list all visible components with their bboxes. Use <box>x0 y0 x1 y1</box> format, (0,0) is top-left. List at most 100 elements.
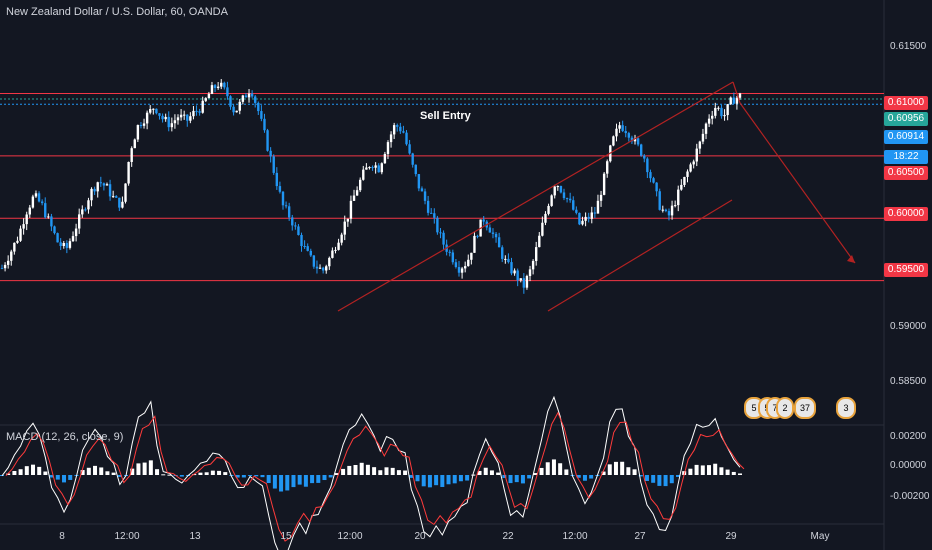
candle-body-35 <box>108 184 112 197</box>
candle-body-86 <box>266 130 269 151</box>
macd-hist-106 <box>657 475 662 486</box>
macd-hist-91 <box>564 469 569 475</box>
x-tick-13: 13 <box>189 531 201 542</box>
candle-body-81 <box>250 93 254 97</box>
peak-line <box>732 81 741 104</box>
candle-body-8 <box>25 214 28 225</box>
candle-body-59 <box>182 114 186 116</box>
candle-body-74 <box>229 96 232 107</box>
macd-hist-55 <box>341 468 346 475</box>
event-marker-6[interactable]: 3 <box>836 397 856 419</box>
candle-body-20 <box>62 242 65 247</box>
price-tag-0.61000: 0.61000 <box>884 96 928 110</box>
candle-body-199 <box>615 128 618 137</box>
candle-body-10 <box>31 196 35 208</box>
candle-body-38 <box>118 197 121 208</box>
macd-hist-61 <box>378 470 383 475</box>
candle-body-116 <box>358 179 362 191</box>
candle-body-2 <box>6 260 10 265</box>
macd-hist-5 <box>31 464 36 475</box>
macd-hist-108 <box>669 475 674 484</box>
candle-body-76 <box>235 110 238 113</box>
candle-body-132 <box>408 144 411 154</box>
candle-body-237 <box>732 97 736 104</box>
candle-body-124 <box>383 153 387 164</box>
candle-body-188 <box>581 220 584 225</box>
candle-body-198 <box>612 136 615 146</box>
macd-hist-86 <box>533 473 538 475</box>
candle-body-207 <box>639 144 643 156</box>
macd-hist-6 <box>37 466 42 475</box>
candle-body-231 <box>714 107 717 116</box>
candle-body-97 <box>300 234 303 247</box>
candle-body-13 <box>40 201 44 204</box>
candle-body-112 <box>346 218 350 222</box>
x-tick-15: 15 <box>280 531 292 542</box>
candle-body-32 <box>99 182 103 184</box>
x-tick-1200-b: 12:00 <box>337 531 363 542</box>
candle-body-117 <box>362 169 365 180</box>
macd-hist-101 <box>626 467 631 475</box>
macd-hist-34 <box>210 470 215 475</box>
macd-hist-93 <box>576 475 581 478</box>
candle-body-177 <box>547 205 550 214</box>
macd-hist-50 <box>310 475 315 484</box>
candle-body-149 <box>460 268 464 273</box>
candle-body-176 <box>544 213 547 223</box>
candle-body-5 <box>16 240 19 243</box>
macd-hist-71 <box>440 475 445 487</box>
macd-title: MACD (12, 26, close, 9) <box>6 431 124 443</box>
channel-lower-line <box>547 199 733 312</box>
macd-hist-105 <box>651 475 656 483</box>
candle-body-89 <box>275 172 279 187</box>
candle-body-139 <box>430 212 433 214</box>
candle-body-160 <box>494 233 498 238</box>
candle-body-69 <box>213 85 217 88</box>
candle-body-173 <box>535 247 538 261</box>
candle-body-215 <box>664 209 668 212</box>
candle-body-36 <box>111 196 115 198</box>
candle-body-126 <box>389 134 393 143</box>
candle-body-130 <box>402 131 405 133</box>
candle-body-27 <box>84 209 87 211</box>
macd-hist-24 <box>148 460 153 475</box>
macd-hist-38 <box>235 475 240 478</box>
macd-hist-104 <box>644 475 649 481</box>
candle-body-37 <box>115 196 118 198</box>
candle-body-159 <box>491 232 495 234</box>
candle-body-148 <box>457 267 461 273</box>
candle-body-95 <box>294 225 297 227</box>
candle-body-78 <box>241 95 245 102</box>
event-marker-4[interactable]: 2 <box>776 397 794 419</box>
macd-tick-pos: 0.00200 <box>890 431 927 442</box>
candle-body-60 <box>186 114 189 121</box>
candle-body-29 <box>90 188 93 201</box>
event-marker-5[interactable]: 37 <box>794 397 816 419</box>
macd-hist-99 <box>613 461 618 475</box>
macd-hist-22 <box>136 463 141 475</box>
candle-body-115 <box>355 190 359 196</box>
candle-body-216 <box>667 211 671 216</box>
macd-hist-42 <box>260 475 265 478</box>
candle-body-202 <box>624 131 627 134</box>
candle-body-9 <box>28 207 31 215</box>
candle-body-227 <box>701 133 705 142</box>
candle-body-121 <box>374 165 377 168</box>
candle-body-233 <box>720 107 723 117</box>
candle-body-174 <box>538 235 541 248</box>
candle-body-136 <box>420 188 424 192</box>
candle-body-235 <box>726 104 729 116</box>
candle-body-193 <box>596 200 600 214</box>
macd-hist-39 <box>241 475 246 478</box>
candle-body-184 <box>568 198 572 201</box>
candle-body-28 <box>87 200 90 210</box>
candle-body-110 <box>340 234 343 243</box>
candle-body-180 <box>556 186 560 188</box>
candle-body-41 <box>127 161 130 184</box>
y-tick-0.585: 0.58500 <box>890 376 927 387</box>
macd-hist-15 <box>93 465 98 475</box>
candle-body-15 <box>47 216 50 218</box>
candle-body-236 <box>729 97 732 105</box>
macd-hist-94 <box>582 475 587 481</box>
